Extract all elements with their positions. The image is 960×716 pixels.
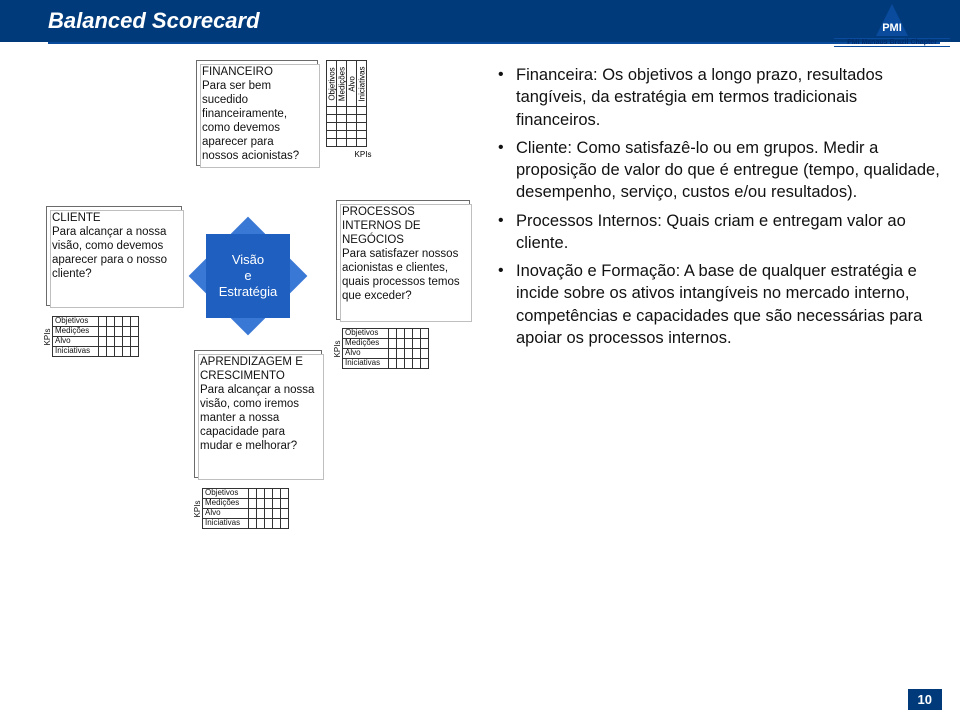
grid-label: Objetivos [203,489,249,499]
bullet-inovacao: Inovação e Formação: A base de qualquer … [496,260,940,349]
grid-label: Iniciativas [357,66,366,101]
cliente-heading: CLIENTE [52,212,101,224]
bullet-financeira: Financeira: Os objetivos a longo prazo, … [496,64,940,131]
pmi-logo: PMI PMI Manaus Brazil Chapter [834,4,950,47]
aprendizagem-mini-grid: KPIs Objetivos Medições Alvo Iniciativas [202,488,289,529]
grid-label: Alvo [203,509,249,519]
grid-label: Medições [337,66,346,100]
grid-label: Iniciativas [203,519,249,529]
cliente-mini-grid: KPIs Objetivos Medições Alvo Iniciativas [52,316,139,357]
financeiro-mini-grid: Objetivos Medições Alvo Iniciativas KPIs [326,60,400,147]
grid-label: Alvo [347,76,356,92]
grid-label: Iniciativas [343,359,389,369]
kpis-label: KPIs [334,340,343,357]
cliente-box: CLIENTE Para alcançar a nossa visão, com… [46,206,182,306]
grid-label: Objetivos [343,329,389,339]
visao-estrategia-star: Visão e Estratégia [188,216,308,336]
kpis-label: KPIs [194,500,203,517]
perspective-bullets: Financeira: Os objetivos a longo prazo, … [496,64,940,355]
grid-label: Medições [343,339,389,349]
bullet-cliente: Cliente: Como satisfazê-lo ou em grupos.… [496,137,940,204]
processos-box: PROCESSOS INTERNOS DE NEGÓCIOS Para sati… [336,200,470,320]
grid-label: Objetivos [53,317,99,327]
financeiro-heading: FINANCEIRO [202,66,273,78]
visao-line3: Estratégia [219,284,278,299]
logo-initials: PMI [876,22,908,34]
financeiro-box: FINANCEIRO Para ser bem sucedido finance… [196,60,318,166]
processos-heading: PROCESSOS INTERNOS DE NEGÓCIOS [342,206,421,246]
grid-label: Iniciativas [53,347,99,357]
grid-label: Alvo [343,349,389,359]
grid-label: Objetivos [327,67,336,100]
grid-label: Alvo [53,337,99,347]
kpis-label: KPIs [44,328,53,345]
financeiro-body: Para ser bem sucedido financeiramente, c… [202,80,299,162]
cliente-body: Para alcançar a nossa visão, como devemo… [52,226,167,280]
page-title: Balanced Scorecard [48,8,260,34]
page-number: 10 [908,689,942,710]
bullet-processos: Processos Internos: Quais criam e entreg… [496,210,940,255]
kpis-label: KPIs [355,150,372,159]
grid-label: Medições [203,499,249,509]
visao-line2: e [244,268,251,283]
balanced-scorecard-diagram: FINANCEIRO Para ser bem sucedido finance… [46,60,486,620]
aprendizagem-box: APRENDIZAGEM E CRESCIMENTO Para alcançar… [194,350,322,478]
processos-body: Para satisfazer nossos acionistas e clie… [342,248,460,302]
aprendizagem-heading: APRENDIZAGEM E CRESCIMENTO [200,356,303,382]
visao-line1: Visão [232,252,264,267]
grid-label: Medições [53,327,99,337]
aprendizagem-body: Para alcançar a nossa visão, como iremos… [200,384,314,452]
title-underline [48,42,940,44]
logo-caption: PMI Manaus Brazil Chapter [834,38,950,47]
processos-mini-grid: KPIs Objetivos Medições Alvo Iniciativas [342,328,429,369]
